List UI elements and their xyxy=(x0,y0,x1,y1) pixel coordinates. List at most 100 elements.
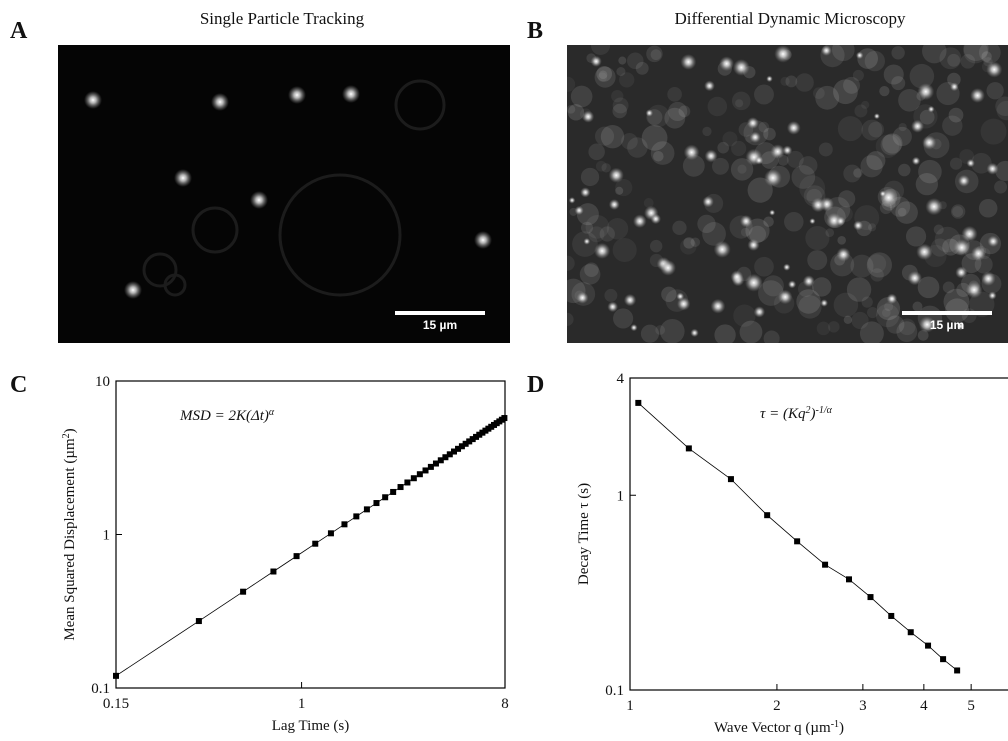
speckle xyxy=(861,119,883,141)
particle xyxy=(927,105,935,113)
particle xyxy=(783,263,791,271)
speckle xyxy=(898,163,911,177)
particle xyxy=(853,220,864,231)
data-point xyxy=(195,618,202,625)
data-point xyxy=(764,512,771,519)
speckle xyxy=(807,250,828,271)
speckle xyxy=(740,227,750,237)
particle xyxy=(786,120,801,135)
speckle xyxy=(886,315,905,334)
speckle xyxy=(832,38,855,62)
particle xyxy=(820,299,829,307)
speckle xyxy=(749,225,767,243)
particle xyxy=(680,54,697,70)
data-point xyxy=(954,667,961,674)
speckle xyxy=(867,254,887,274)
speckle xyxy=(796,289,821,314)
particle xyxy=(770,144,786,159)
panel-title: Single Particle Tracking xyxy=(200,9,365,28)
speckle xyxy=(579,263,601,285)
speckle xyxy=(963,35,989,61)
speckle xyxy=(590,35,611,56)
panel-label: D xyxy=(527,372,544,398)
data-point xyxy=(397,484,404,491)
superscript: -1 xyxy=(831,719,839,730)
speckle xyxy=(763,216,774,227)
speckle xyxy=(606,218,629,240)
halo xyxy=(278,173,402,297)
particle xyxy=(568,197,576,204)
data-point xyxy=(458,443,465,450)
speckle xyxy=(597,72,608,83)
particle xyxy=(342,85,360,103)
panel-title: Differential Dynamic Microscopy xyxy=(674,9,906,28)
speckle xyxy=(613,308,634,329)
speckle xyxy=(898,122,907,132)
speckle xyxy=(649,239,663,253)
speckle xyxy=(843,315,853,324)
y-tick-label: 1 xyxy=(617,488,625,504)
data-point xyxy=(341,521,348,528)
speckle xyxy=(838,190,856,208)
particle xyxy=(124,281,142,299)
particle xyxy=(956,321,965,331)
speckle xyxy=(707,96,728,117)
speckle xyxy=(948,107,964,123)
y-tick-label: 1 xyxy=(103,528,111,544)
particle xyxy=(788,280,797,289)
speckle xyxy=(588,143,605,161)
speckle xyxy=(655,325,666,335)
data-point xyxy=(925,642,932,649)
speckle xyxy=(815,85,840,110)
particle xyxy=(739,215,753,228)
speckle xyxy=(939,47,962,70)
speckle xyxy=(866,151,886,171)
data-point xyxy=(427,463,434,470)
y-tick-label: 10 xyxy=(95,374,110,390)
superscript: 2 xyxy=(61,433,72,438)
speckle xyxy=(883,64,904,85)
speckle xyxy=(825,228,835,238)
particle xyxy=(988,291,997,300)
particle xyxy=(961,225,978,242)
data-point xyxy=(501,415,508,422)
speckle xyxy=(798,295,822,319)
speckle xyxy=(837,116,863,142)
particle xyxy=(583,237,591,245)
particle xyxy=(719,56,735,72)
speckle xyxy=(891,76,906,91)
x-axis-label: Wave Vector q (µm-1) xyxy=(714,719,844,737)
particle xyxy=(746,117,759,130)
particle xyxy=(855,51,864,60)
speckle xyxy=(618,56,627,65)
particle xyxy=(782,145,793,156)
equation: τ = (Kq2)-1/α xyxy=(760,405,833,423)
speckle xyxy=(861,100,870,109)
x-tick-label: 3 xyxy=(859,698,867,714)
speckle xyxy=(833,292,859,318)
speckle xyxy=(733,304,756,327)
particle xyxy=(632,214,647,229)
particle xyxy=(710,298,726,314)
particle xyxy=(288,86,306,104)
data-point xyxy=(353,513,360,520)
speckle xyxy=(853,168,863,178)
x-tick-label: 1 xyxy=(626,698,634,714)
speckle xyxy=(850,254,874,278)
speckle xyxy=(854,104,868,118)
particle xyxy=(645,109,654,117)
plot-frame xyxy=(115,380,506,689)
data-point xyxy=(635,399,642,406)
y-tick-label: 0.1 xyxy=(605,683,624,699)
data-point xyxy=(327,530,334,537)
particle xyxy=(676,297,691,311)
speckle xyxy=(861,296,873,308)
speckle xyxy=(978,198,998,218)
speckle xyxy=(731,140,747,157)
label-part: ) xyxy=(810,406,816,422)
data-point xyxy=(473,433,480,440)
speckle xyxy=(896,321,918,343)
particle xyxy=(922,135,937,150)
data-point xyxy=(727,476,734,483)
